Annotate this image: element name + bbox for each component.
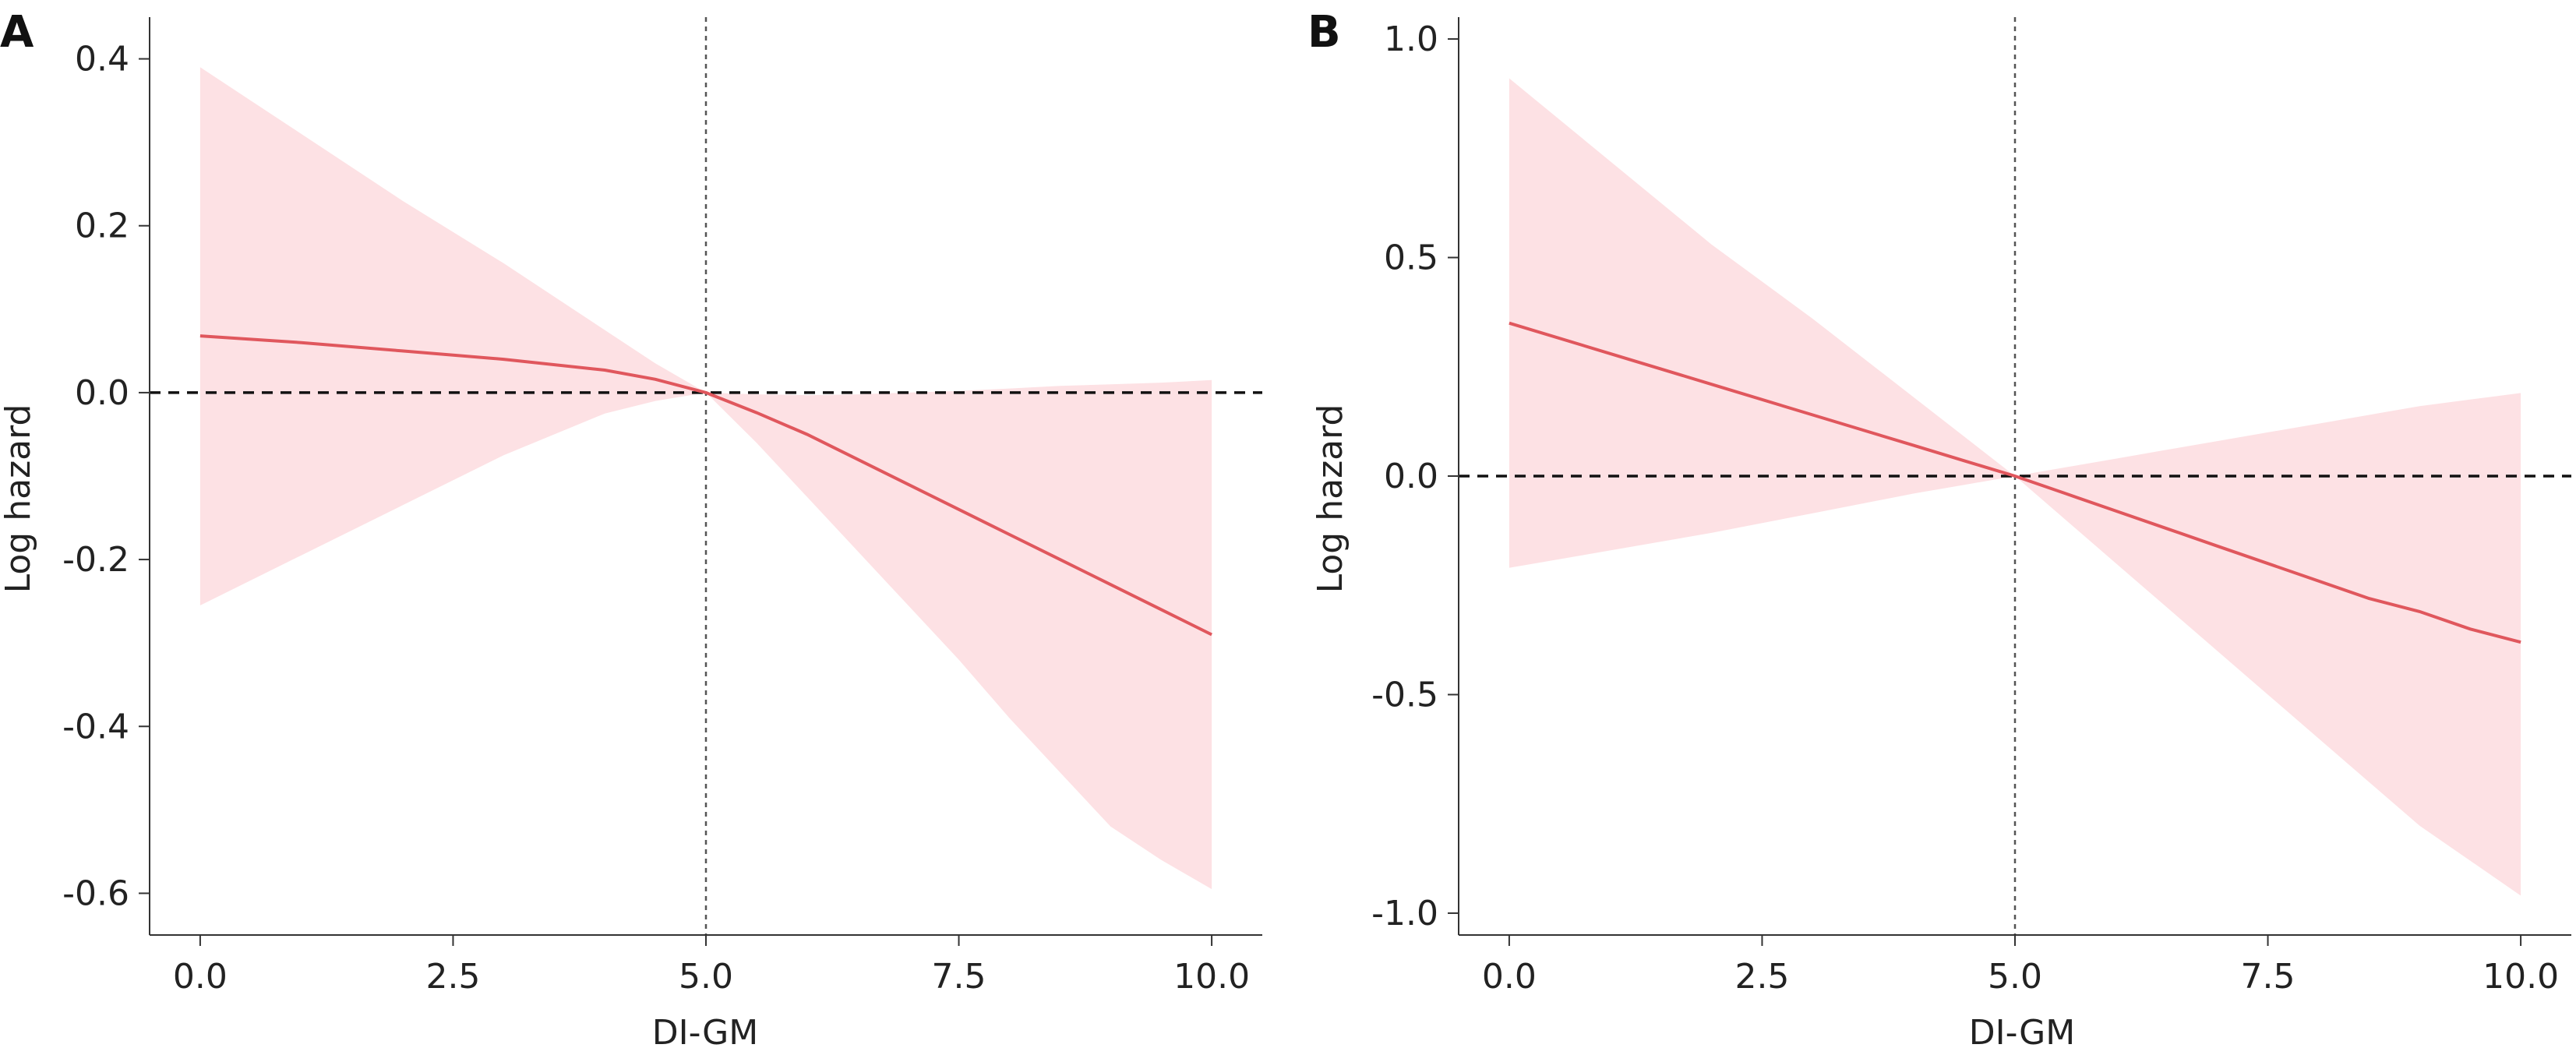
panel-a-y-tick-label: -0.2 [62,540,129,580]
panel-a-y-tick-label: 0.2 [75,206,129,246]
panel-b-x-tick-label: 2.5 [1734,957,1789,997]
panel-a-x-axis-title: DI-GM [652,1013,758,1053]
panel-a-y-tick-label: 0.4 [75,40,129,79]
panel-b-letter: B [1307,7,1341,58]
panel-b-x-axis-title: DI-GM [1969,1013,2075,1053]
panel-b-fitted-line [1509,321,2521,644]
panel-a-y-axis-title: Log hazard [0,404,38,594]
panel-b-y-axis-title: Log hazard [1311,404,1350,594]
panel-b-x-tick-label: 5.0 [1988,957,2042,997]
panel-b-y-tick-label: 0.0 [1384,457,1438,496]
panel-b-x-tick-label: 0.0 [1482,957,1537,997]
panel-a-y-tick-label: -0.6 [62,873,129,913]
panel-a-x-tick-label: 10.0 [1173,957,1250,997]
panel-b-y-tick-label: -0.5 [1371,675,1438,715]
panel-b-x-tick-label: 7.5 [2241,957,2295,997]
panel-a: A Log hazard DI-GM 0.0 2.5 5.0 7.5 10.0 -0.6 -… [0,7,1262,1053]
panel-a-x-tick-label: 0.0 [173,957,228,997]
panel-b: B Log hazard DI-GM 0.0 2.5 5.0 7.5 10.0 -1.0 -… [1307,7,2571,1053]
panel-b-y-tick-label: 1.0 [1384,19,1438,59]
panel-a-letter: A [0,7,34,58]
panel-a-confidence-band [199,67,1212,890]
panel-a-x-tick-label: 2.5 [425,957,480,997]
panel-b-confidence-band [1509,78,2521,896]
panel-b-y-tick-label: -1.0 [1371,894,1438,933]
panel-a-y-tick-label: 0.0 [75,373,129,413]
panel-b-x-tick-label: 10.0 [2482,957,2559,997]
panel-a-x-tick-label: 7.5 [932,957,986,997]
panel-a-fitted-line [199,334,1212,637]
panel-a-x-tick-label: 5.0 [679,957,733,997]
panel-a-y-tick-label: -0.4 [62,707,129,746]
panel-b-y-tick-label: 0.5 [1384,238,1438,278]
